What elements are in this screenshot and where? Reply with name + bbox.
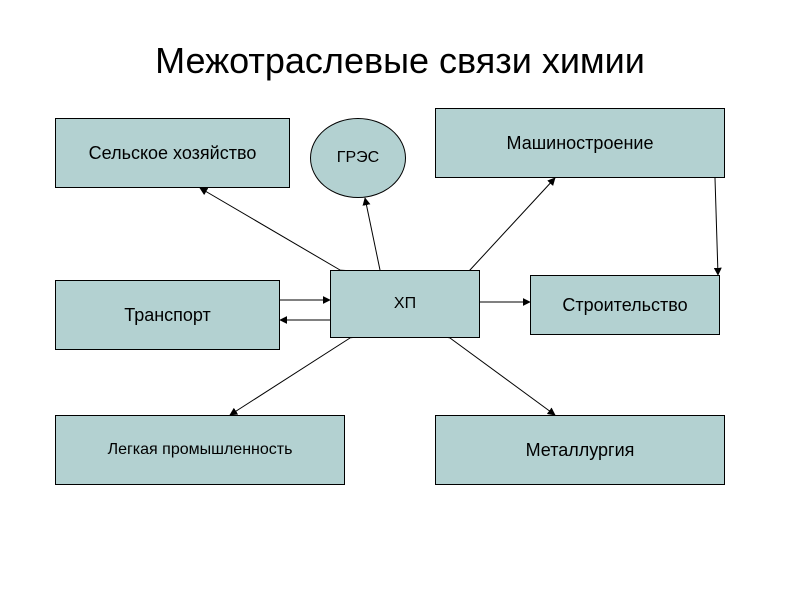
edge bbox=[200, 188, 340, 270]
node-transport: Транспорт bbox=[55, 280, 280, 350]
node-label: Сельское хозяйство bbox=[89, 143, 257, 164]
node-label: ГРЭС bbox=[337, 149, 379, 167]
node-label: ХП bbox=[394, 295, 416, 313]
node-construction: Строительство bbox=[530, 275, 720, 335]
node-xp-center: ХП bbox=[330, 270, 480, 338]
diagram-canvas: Межотраслевые связи химии Сельское хозяй… bbox=[0, 0, 800, 600]
node-label: Легкая промышленность bbox=[108, 441, 293, 459]
edge bbox=[450, 338, 555, 415]
node-label: Транспорт bbox=[124, 305, 211, 326]
edge bbox=[365, 198, 380, 270]
node-agriculture: Сельское хозяйство bbox=[55, 118, 290, 188]
node-metallurgy: Металлургия bbox=[435, 415, 725, 485]
node-light-industry: Легкая промышленность bbox=[55, 415, 345, 485]
node-label: Машиностроение bbox=[507, 133, 654, 154]
edge bbox=[470, 178, 555, 270]
node-label: Строительство bbox=[562, 295, 687, 316]
edge bbox=[715, 178, 718, 275]
page-title: Межотраслевые связи химии bbox=[0, 40, 800, 82]
node-label: Металлургия bbox=[526, 440, 635, 461]
node-mechanical-engineering: Машиностроение bbox=[435, 108, 725, 178]
node-gres: ГРЭС bbox=[310, 118, 406, 198]
